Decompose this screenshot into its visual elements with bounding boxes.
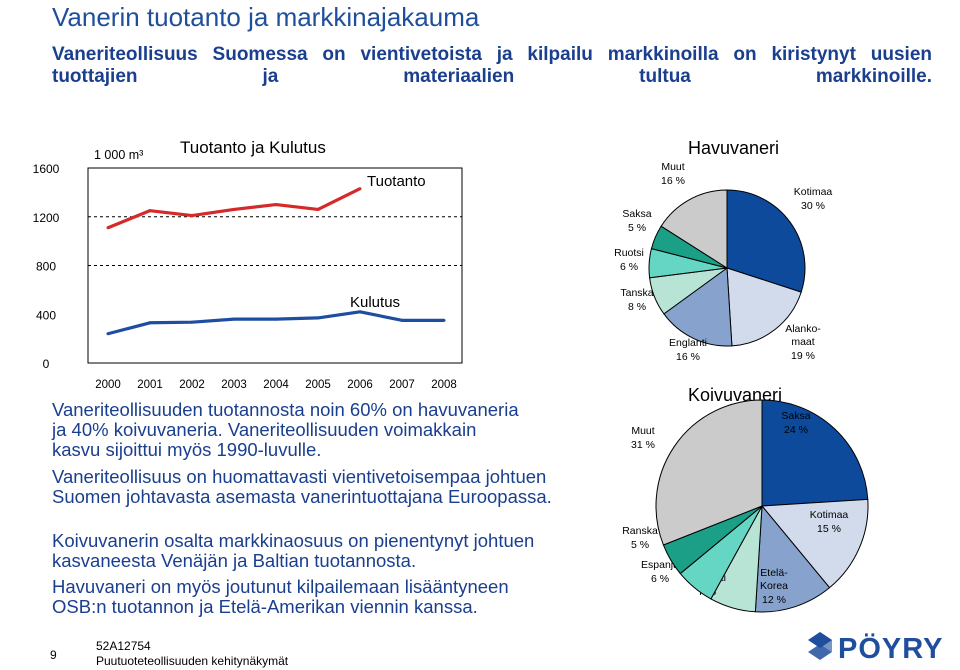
- pie-label-koivuvaneri-2: Korea: [760, 580, 788, 592]
- x-tick-label: 2005: [305, 379, 331, 391]
- pie-label-koivuvaneri-1: Kotimaa: [810, 509, 849, 521]
- pie-slice-havuvaneri-2: [663, 267, 733, 347]
- slide-title: Vanerin tuotanto ja markkinajakauma: [52, 2, 480, 32]
- series-line-kulutus: [107, 310, 444, 336]
- data-point-tuotanto: [106, 226, 110, 230]
- document-code: 52A12754: [96, 639, 151, 653]
- x-tick-label: 2004: [263, 379, 289, 391]
- pie-label-koivuvaneri-4: Espanja: [641, 559, 679, 571]
- y-tick-label: 1200: [33, 211, 60, 225]
- data-point-kulutus: [232, 317, 236, 321]
- data-point-kulutus: [316, 316, 320, 320]
- data-point-tuotanto: [190, 214, 194, 218]
- y-tick-label: 400: [36, 308, 56, 322]
- pie-label-havuvaneri-6: Muut: [661, 161, 684, 173]
- data-point-kulutus: [190, 320, 194, 324]
- pie-label-havuvaneri-1: maat: [791, 336, 814, 348]
- pie-slice-havuvaneri-6: [660, 189, 728, 269]
- line-chart-unit-label: 1 000 m³: [94, 148, 143, 162]
- data-point-kulutus: [274, 317, 278, 321]
- y-tick-label: 1600: [33, 162, 60, 176]
- pie-value-havuvaneri-0: 30 %: [801, 200, 825, 212]
- x-tick-label: 2000: [95, 379, 121, 391]
- x-tick-label: 2001: [137, 379, 163, 391]
- document-title: Puutuoteteollisuuden kehitynäkymät: [96, 654, 289, 668]
- data-point-kulutus: [148, 321, 152, 325]
- data-point-kulutus: [358, 310, 362, 314]
- pie-label-havuvaneri-5: Saksa: [622, 208, 651, 220]
- pie-label-havuvaneri-3: Tanska: [620, 287, 653, 299]
- data-point-kulutus: [400, 318, 404, 322]
- pie-value-koivuvaneri-1: 15 %: [817, 523, 841, 535]
- x-tick-label: 2003: [221, 379, 247, 391]
- x-tick-label: 2002: [179, 379, 205, 391]
- x-tick-label: 2006: [347, 379, 373, 391]
- line-chart-title: Tuotanto ja Kulutus: [180, 138, 326, 157]
- pie-label-havuvaneri-2: Englanti: [669, 337, 707, 349]
- paragraph-3: Koivuvanerin osalta markkinaosuus on pie…: [52, 530, 535, 571]
- svg-text:PÖYRY: PÖYRY: [838, 632, 943, 665]
- pie-label-koivuvaneri-6: Muut: [631, 425, 654, 437]
- data-point-kulutus: [106, 332, 110, 336]
- pie-slice-havuvaneri-0: [726, 189, 806, 293]
- pie-label-koivuvaneri-0: Saksa: [781, 410, 810, 422]
- pie-value-koivuvaneri-0: 24 %: [784, 424, 808, 436]
- data-point-tuotanto: [232, 207, 236, 211]
- poyry-logo: PÖYRY: [808, 632, 943, 665]
- pie-label-koivuvaneri-2: Etelä-: [760, 567, 788, 579]
- pie-slice-koivuvaneri-0: [761, 399, 869, 507]
- x-tick-label: 2008: [431, 379, 457, 391]
- pie-title-havuvaneri: Havuvaneri: [688, 138, 779, 158]
- pie-value-havuvaneri-3: 8 %: [628, 301, 646, 313]
- paragraph-2: Vaneriteollisuus on huomattavasti vienti…: [52, 466, 552, 507]
- slide-subtitle: Vaneriteollisuus Suomessa on vientivetoi…: [52, 44, 932, 87]
- pie-value-koivuvaneri-6: 31 %: [631, 439, 655, 451]
- y-tick-label: 800: [36, 260, 56, 274]
- paragraph-1: Vaneriteollisuuden tuotannosta noin 60% …: [52, 399, 519, 460]
- pie-label-havuvaneri-0: Kotimaa: [794, 186, 833, 198]
- pie-value-havuvaneri-4: 6 %: [620, 261, 638, 273]
- data-point-tuotanto: [274, 203, 278, 207]
- pie-slice-havuvaneri-1: [726, 267, 802, 347]
- pie-slice-koivuvaneri-6: [655, 399, 763, 546]
- data-point-kulutus: [442, 318, 446, 322]
- pie-label-havuvaneri-4: Ruotsi: [614, 247, 644, 259]
- x-tick-label: 2007: [389, 379, 415, 391]
- series-label-kulutus: Kulutus: [350, 294, 400, 311]
- pie-value-havuvaneri-2: 16 %: [676, 351, 700, 363]
- pie-value-koivuvaneri-4: 6 %: [651, 573, 669, 585]
- data-point-tuotanto: [316, 207, 320, 211]
- y-tick-label: 0: [43, 357, 50, 371]
- pie-value-havuvaneri-5: 5 %: [628, 222, 646, 234]
- pie-slice-koivuvaneri-1: [760, 498, 869, 589]
- pie-slice-koivuvaneri-2: [754, 504, 831, 613]
- footer-text: 52A12754 Puutuoteteollisuuden kehitynäky…: [96, 639, 288, 669]
- paragraph-4: Havuvaneri on myös joutunut kilpailemaan…: [52, 576, 509, 617]
- pie-value-koivuvaneri-2: 12 %: [762, 594, 786, 606]
- data-point-tuotanto: [358, 187, 362, 191]
- series-label-tuotanto: Tuotanto: [367, 173, 426, 190]
- pie-value-havuvaneri-6: 16 %: [661, 175, 685, 187]
- pie-value-havuvaneri-1: 19 %: [791, 350, 815, 362]
- pie-label-havuvaneri-1: Alanko-: [785, 323, 821, 335]
- pie-label-koivuvaneri-5: Ranska: [622, 525, 658, 537]
- data-point-tuotanto: [148, 209, 152, 213]
- pie-value-koivuvaneri-5: 5 %: [631, 539, 649, 551]
- page-number: 9: [50, 648, 57, 662]
